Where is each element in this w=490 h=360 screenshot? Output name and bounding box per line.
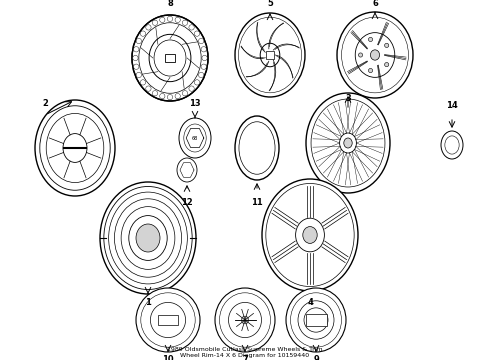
Circle shape bbox=[146, 25, 151, 30]
Ellipse shape bbox=[242, 316, 248, 324]
Ellipse shape bbox=[136, 224, 160, 252]
Circle shape bbox=[368, 37, 372, 41]
Ellipse shape bbox=[262, 179, 358, 291]
Text: 14: 14 bbox=[446, 101, 458, 110]
Circle shape bbox=[198, 39, 204, 44]
Circle shape bbox=[182, 91, 188, 96]
Ellipse shape bbox=[344, 138, 352, 148]
Ellipse shape bbox=[215, 288, 275, 352]
Text: 4: 4 bbox=[307, 298, 313, 307]
Ellipse shape bbox=[132, 15, 208, 101]
Text: 8: 8 bbox=[167, 0, 173, 8]
Circle shape bbox=[160, 17, 165, 23]
Ellipse shape bbox=[260, 43, 280, 67]
Circle shape bbox=[134, 64, 139, 69]
Text: 11: 11 bbox=[251, 198, 263, 207]
Circle shape bbox=[198, 72, 204, 78]
Text: 7: 7 bbox=[242, 355, 248, 360]
Text: 1989 Oldsmobile Cutlass Supreme Wheels & Trim
Wheel Rim-14 X 6 Diagram for 10159: 1989 Oldsmobile Cutlass Supreme Wheels &… bbox=[167, 347, 323, 358]
Ellipse shape bbox=[235, 13, 305, 97]
Ellipse shape bbox=[63, 134, 87, 162]
Ellipse shape bbox=[100, 182, 196, 294]
Circle shape bbox=[368, 68, 372, 73]
Ellipse shape bbox=[370, 50, 380, 60]
Ellipse shape bbox=[340, 133, 356, 153]
Circle shape bbox=[168, 16, 172, 22]
Ellipse shape bbox=[295, 218, 324, 252]
Circle shape bbox=[201, 47, 206, 52]
Circle shape bbox=[140, 80, 146, 85]
Bar bbox=[166, 54, 174, 62]
Ellipse shape bbox=[35, 100, 115, 196]
Text: 5: 5 bbox=[267, 0, 273, 8]
Circle shape bbox=[133, 55, 138, 60]
Circle shape bbox=[202, 55, 207, 60]
Ellipse shape bbox=[177, 158, 197, 182]
Text: 9: 9 bbox=[313, 355, 319, 360]
Circle shape bbox=[168, 94, 172, 100]
Circle shape bbox=[201, 64, 206, 69]
Circle shape bbox=[385, 43, 389, 48]
Ellipse shape bbox=[136, 288, 200, 352]
Circle shape bbox=[189, 86, 194, 91]
Circle shape bbox=[195, 80, 200, 85]
Ellipse shape bbox=[306, 93, 390, 193]
Ellipse shape bbox=[149, 34, 191, 82]
Circle shape bbox=[182, 20, 188, 26]
Circle shape bbox=[359, 53, 363, 57]
Circle shape bbox=[160, 94, 165, 99]
Text: 2: 2 bbox=[42, 99, 48, 108]
Text: 1: 1 bbox=[145, 298, 151, 307]
Circle shape bbox=[146, 86, 151, 91]
Text: 13: 13 bbox=[189, 99, 201, 108]
Circle shape bbox=[134, 47, 139, 52]
Bar bbox=[158, 315, 178, 325]
Circle shape bbox=[152, 20, 158, 26]
Ellipse shape bbox=[179, 118, 211, 158]
Ellipse shape bbox=[355, 33, 395, 77]
Ellipse shape bbox=[150, 302, 186, 338]
Circle shape bbox=[195, 31, 200, 36]
Ellipse shape bbox=[441, 131, 463, 159]
Ellipse shape bbox=[286, 288, 346, 352]
Text: 68: 68 bbox=[192, 135, 198, 140]
Circle shape bbox=[140, 31, 146, 36]
Bar bbox=[305, 314, 326, 326]
Text: 6: 6 bbox=[372, 0, 378, 8]
Circle shape bbox=[385, 63, 389, 67]
Ellipse shape bbox=[303, 226, 317, 243]
Circle shape bbox=[189, 25, 194, 30]
Ellipse shape bbox=[298, 301, 334, 339]
Ellipse shape bbox=[337, 12, 413, 98]
Text: 10: 10 bbox=[162, 355, 174, 360]
Circle shape bbox=[175, 94, 180, 99]
Circle shape bbox=[136, 72, 142, 78]
Text: 3: 3 bbox=[345, 94, 351, 103]
Ellipse shape bbox=[235, 116, 279, 180]
Circle shape bbox=[136, 39, 142, 44]
Text: 12: 12 bbox=[181, 198, 193, 207]
Circle shape bbox=[175, 17, 180, 23]
Bar bbox=[266, 51, 274, 59]
Circle shape bbox=[152, 91, 158, 96]
